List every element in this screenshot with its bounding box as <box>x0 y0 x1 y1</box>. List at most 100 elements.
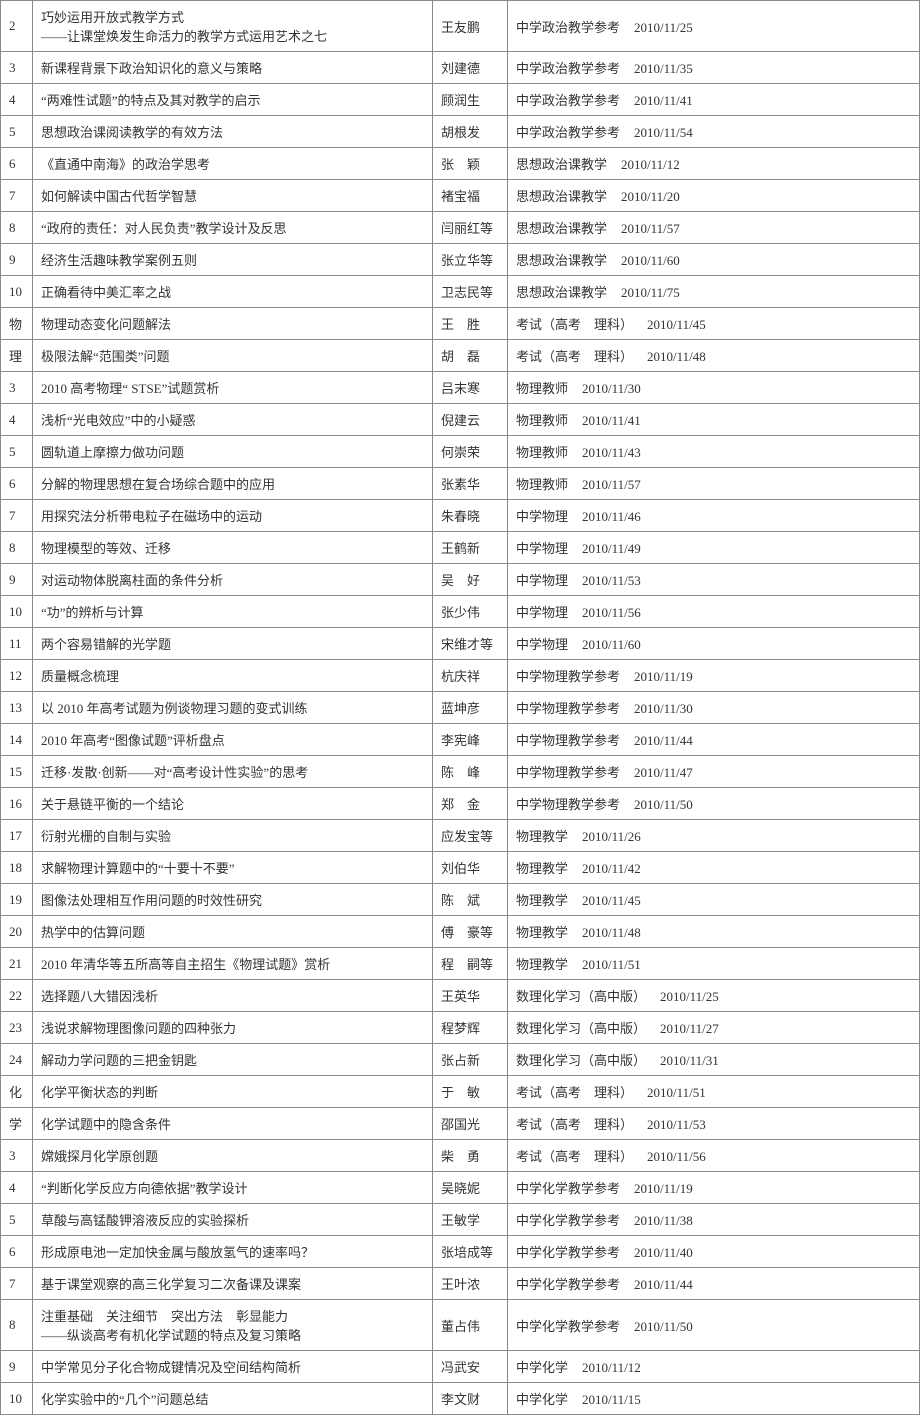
article-source: 物理教学 2010/11/26 <box>508 820 920 852</box>
source-name: 中学政治教学参考 <box>516 58 620 77</box>
source-name: 物理教学 <box>516 826 568 845</box>
source-name: 中学化学教学参考 <box>516 1178 620 1197</box>
article-author: 柴 勇 <box>433 1140 508 1172</box>
article-author: 程 嗣等 <box>433 948 508 980</box>
article-title: 2010 年高考“图像试题”评析盘点 <box>33 724 433 756</box>
row-number: 理 <box>1 340 33 372</box>
table-row: 8注重基础 关注细节 突出方法 彰显能力——纵谈高考有机化学试题的特点及复习策略… <box>1 1300 920 1351</box>
article-title: 化学试题中的隐含条件 <box>33 1108 433 1140</box>
source-ref: 2010/11/50 <box>634 1319 693 1335</box>
article-title: 如何解读中国古代哲学智慧 <box>33 180 433 212</box>
table-row: 2巧妙运用开放式教学方式——让课堂焕发生命活力的教学方式运用艺术之七王友鹏中学政… <box>1 1 920 52</box>
article-title: “判断化学反应方向德依据”教学设计 <box>33 1172 433 1204</box>
table-row: 20热学中的估算问题傅 豪等物理教学2010/11/48 <box>1 916 920 948</box>
table-row: 9对运动物体脱离柱面的条件分析吴 好中学物理2010/11/53 <box>1 564 920 596</box>
source-ref: 2010/11/12 <box>582 1360 641 1376</box>
source-ref: 2010/11/75 <box>621 285 680 301</box>
article-source: 思想政治课教学2010/11/57 <box>508 212 920 244</box>
row-number: 7 <box>1 500 33 532</box>
article-source: 物理教师2010/11/57 <box>508 468 920 500</box>
article-author: 王鹤新 <box>433 532 508 564</box>
row-number: 学 <box>1 1108 33 1140</box>
source-name: 数理化学习（高中版） <box>516 1018 646 1037</box>
row-number: 14 <box>1 724 33 756</box>
source-name: 中学政治教学参考 <box>516 122 620 141</box>
article-author: 董占伟 <box>433 1300 508 1351</box>
source-name: 中学物理教学参考 <box>516 762 620 781</box>
table-row: 11两个容易错解的光学题宋维才等中学物理2010/11/60 <box>1 628 920 660</box>
row-number: 10 <box>1 276 33 308</box>
source-ref: 2010/11/38 <box>634 1213 693 1229</box>
source-ref: 2010/11/56 <box>647 1149 706 1165</box>
article-source: 物理教师2010/11/30 <box>508 372 920 404</box>
article-title: 物理动态变化问题解法 <box>33 308 433 340</box>
row-number: 7 <box>1 180 33 212</box>
article-title: 迁移·发散·创新——对“高考设计性实验”的思考 <box>33 756 433 788</box>
source-name: 思想政治课教学 <box>516 154 607 173</box>
article-title: “两难性试题”的特点及其对教学的启示 <box>33 84 433 116</box>
article-author: 冯武安 <box>433 1351 508 1383</box>
article-source: 中学化学教学参考2010/11/40 <box>508 1236 920 1268</box>
source-name: 中学物理教学参考 <box>516 794 620 813</box>
article-source: 中学化学2010/11/12 <box>508 1351 920 1383</box>
table-row: 18求解物理计算题中的“十要十不要”刘伯华物理教学2010/11/42 <box>1 852 920 884</box>
table-row: 13以 2010 年高考试题为例谈物理习题的变式训练蓝坤彦中学物理教学参考201… <box>1 692 920 724</box>
table-row: 15迁移·发散·创新——对“高考设计性实验”的思考陈 峰中学物理教学参考2010… <box>1 756 920 788</box>
table-row: 7如何解读中国古代哲学智慧褚宝福思想政治课教学2010/11/20 <box>1 180 920 212</box>
row-number: 3 <box>1 372 33 404</box>
source-ref: 2010/11/44 <box>634 733 693 749</box>
table-row: 22选择题八大错因浅析王英华数理化学习（高中版）2010/11/25 <box>1 980 920 1012</box>
source-ref: 2010/11/57 <box>621 221 680 237</box>
article-author: 张培成等 <box>433 1236 508 1268</box>
row-number: 5 <box>1 1204 33 1236</box>
article-author: 王英华 <box>433 980 508 1012</box>
row-number: 10 <box>1 596 33 628</box>
article-source: 物理教学2010/11/48 <box>508 916 920 948</box>
table-row: 5思想政治课阅读教学的有效方法胡根发中学政治教学参考2010/11/54 <box>1 116 920 148</box>
article-source: 中学化学教学参考2010/11/44 <box>508 1268 920 1300</box>
article-author: 王友鹏 <box>433 1 508 52</box>
source-ref: 2010/11/50 <box>634 797 693 813</box>
table-row: 23浅说求解物理图像问题的四种张力程梦辉数理化学习（高中版）2010/11/27 <box>1 1012 920 1044</box>
source-name: 中学物理 <box>516 602 568 621</box>
source-ref: 2010/11/30 <box>582 381 641 397</box>
table-row: 24解动力学问题的三把金钥匙张占新数理化学习（高中版）2010/11/31 <box>1 1044 920 1076</box>
article-author: 应发宝等 <box>433 820 508 852</box>
article-source: 思想政治课教学2010/11/60 <box>508 244 920 276</box>
article-source: 中学物理2010/11/56 <box>508 596 920 628</box>
row-number: 4 <box>1 404 33 436</box>
article-author: 张素华 <box>433 468 508 500</box>
source-ref: 2010/11/47 <box>634 765 693 781</box>
source-ref: 2010/11/30 <box>634 701 693 717</box>
article-source: 中学物理教学参考 2010/11/47 <box>508 756 920 788</box>
article-author: 张 颖 <box>433 148 508 180</box>
article-source: 物理教学2010/11/51 <box>508 948 920 980</box>
article-source: 中学政治教学参考2010/11/25 <box>508 1 920 52</box>
source-ref: 2010/11/41 <box>582 413 641 429</box>
article-source: 思想政治课教学2010/11/75 <box>508 276 920 308</box>
article-author: 陈 斌 <box>433 884 508 916</box>
table-row: 12质量概念梳理杭庆祥中学物理教学参考2010/11/19 <box>1 660 920 692</box>
source-ref: 2010/11/45 <box>647 317 706 333</box>
article-title: 极限法解“范围类”问题 <box>33 340 433 372</box>
article-source: 物理教师2010/11/41 <box>508 404 920 436</box>
article-author: 傅 豪等 <box>433 916 508 948</box>
table-row: 142010 年高考“图像试题”评析盘点李宪峰中学物理教学参考2010/11/4… <box>1 724 920 756</box>
article-source: 中学化学2010/11/15 <box>508 1383 920 1415</box>
source-ref: 2010/11/53 <box>647 1117 706 1133</box>
table-row: 9中学常见分子化合物成键情况及空间结构简析冯武安中学化学2010/11/12 <box>1 1351 920 1383</box>
article-source: 考试（高考 理科）2010/11/48 <box>508 340 920 372</box>
row-number: 9 <box>1 564 33 596</box>
article-author: 吕末寒 <box>433 372 508 404</box>
source-ref: 2010/11/26 <box>582 829 641 845</box>
article-title: 2010 高考物理“ STSE”试题赏析 <box>33 372 433 404</box>
row-number: 12 <box>1 660 33 692</box>
article-author: 刘建德 <box>433 52 508 84</box>
row-number: 11 <box>1 628 33 660</box>
article-title: 形成原电池一定加快金属与酸放氢气的速率吗？ <box>33 1236 433 1268</box>
row-number: 18 <box>1 852 33 884</box>
row-number: 4 <box>1 1172 33 1204</box>
source-ref: 2010/11/45 <box>582 893 641 909</box>
article-title: 注重基础 关注细节 突出方法 彰显能力——纵谈高考有机化学试题的特点及复习策略 <box>33 1300 433 1351</box>
article-title: 对运动物体脱离柱面的条件分析 <box>33 564 433 596</box>
